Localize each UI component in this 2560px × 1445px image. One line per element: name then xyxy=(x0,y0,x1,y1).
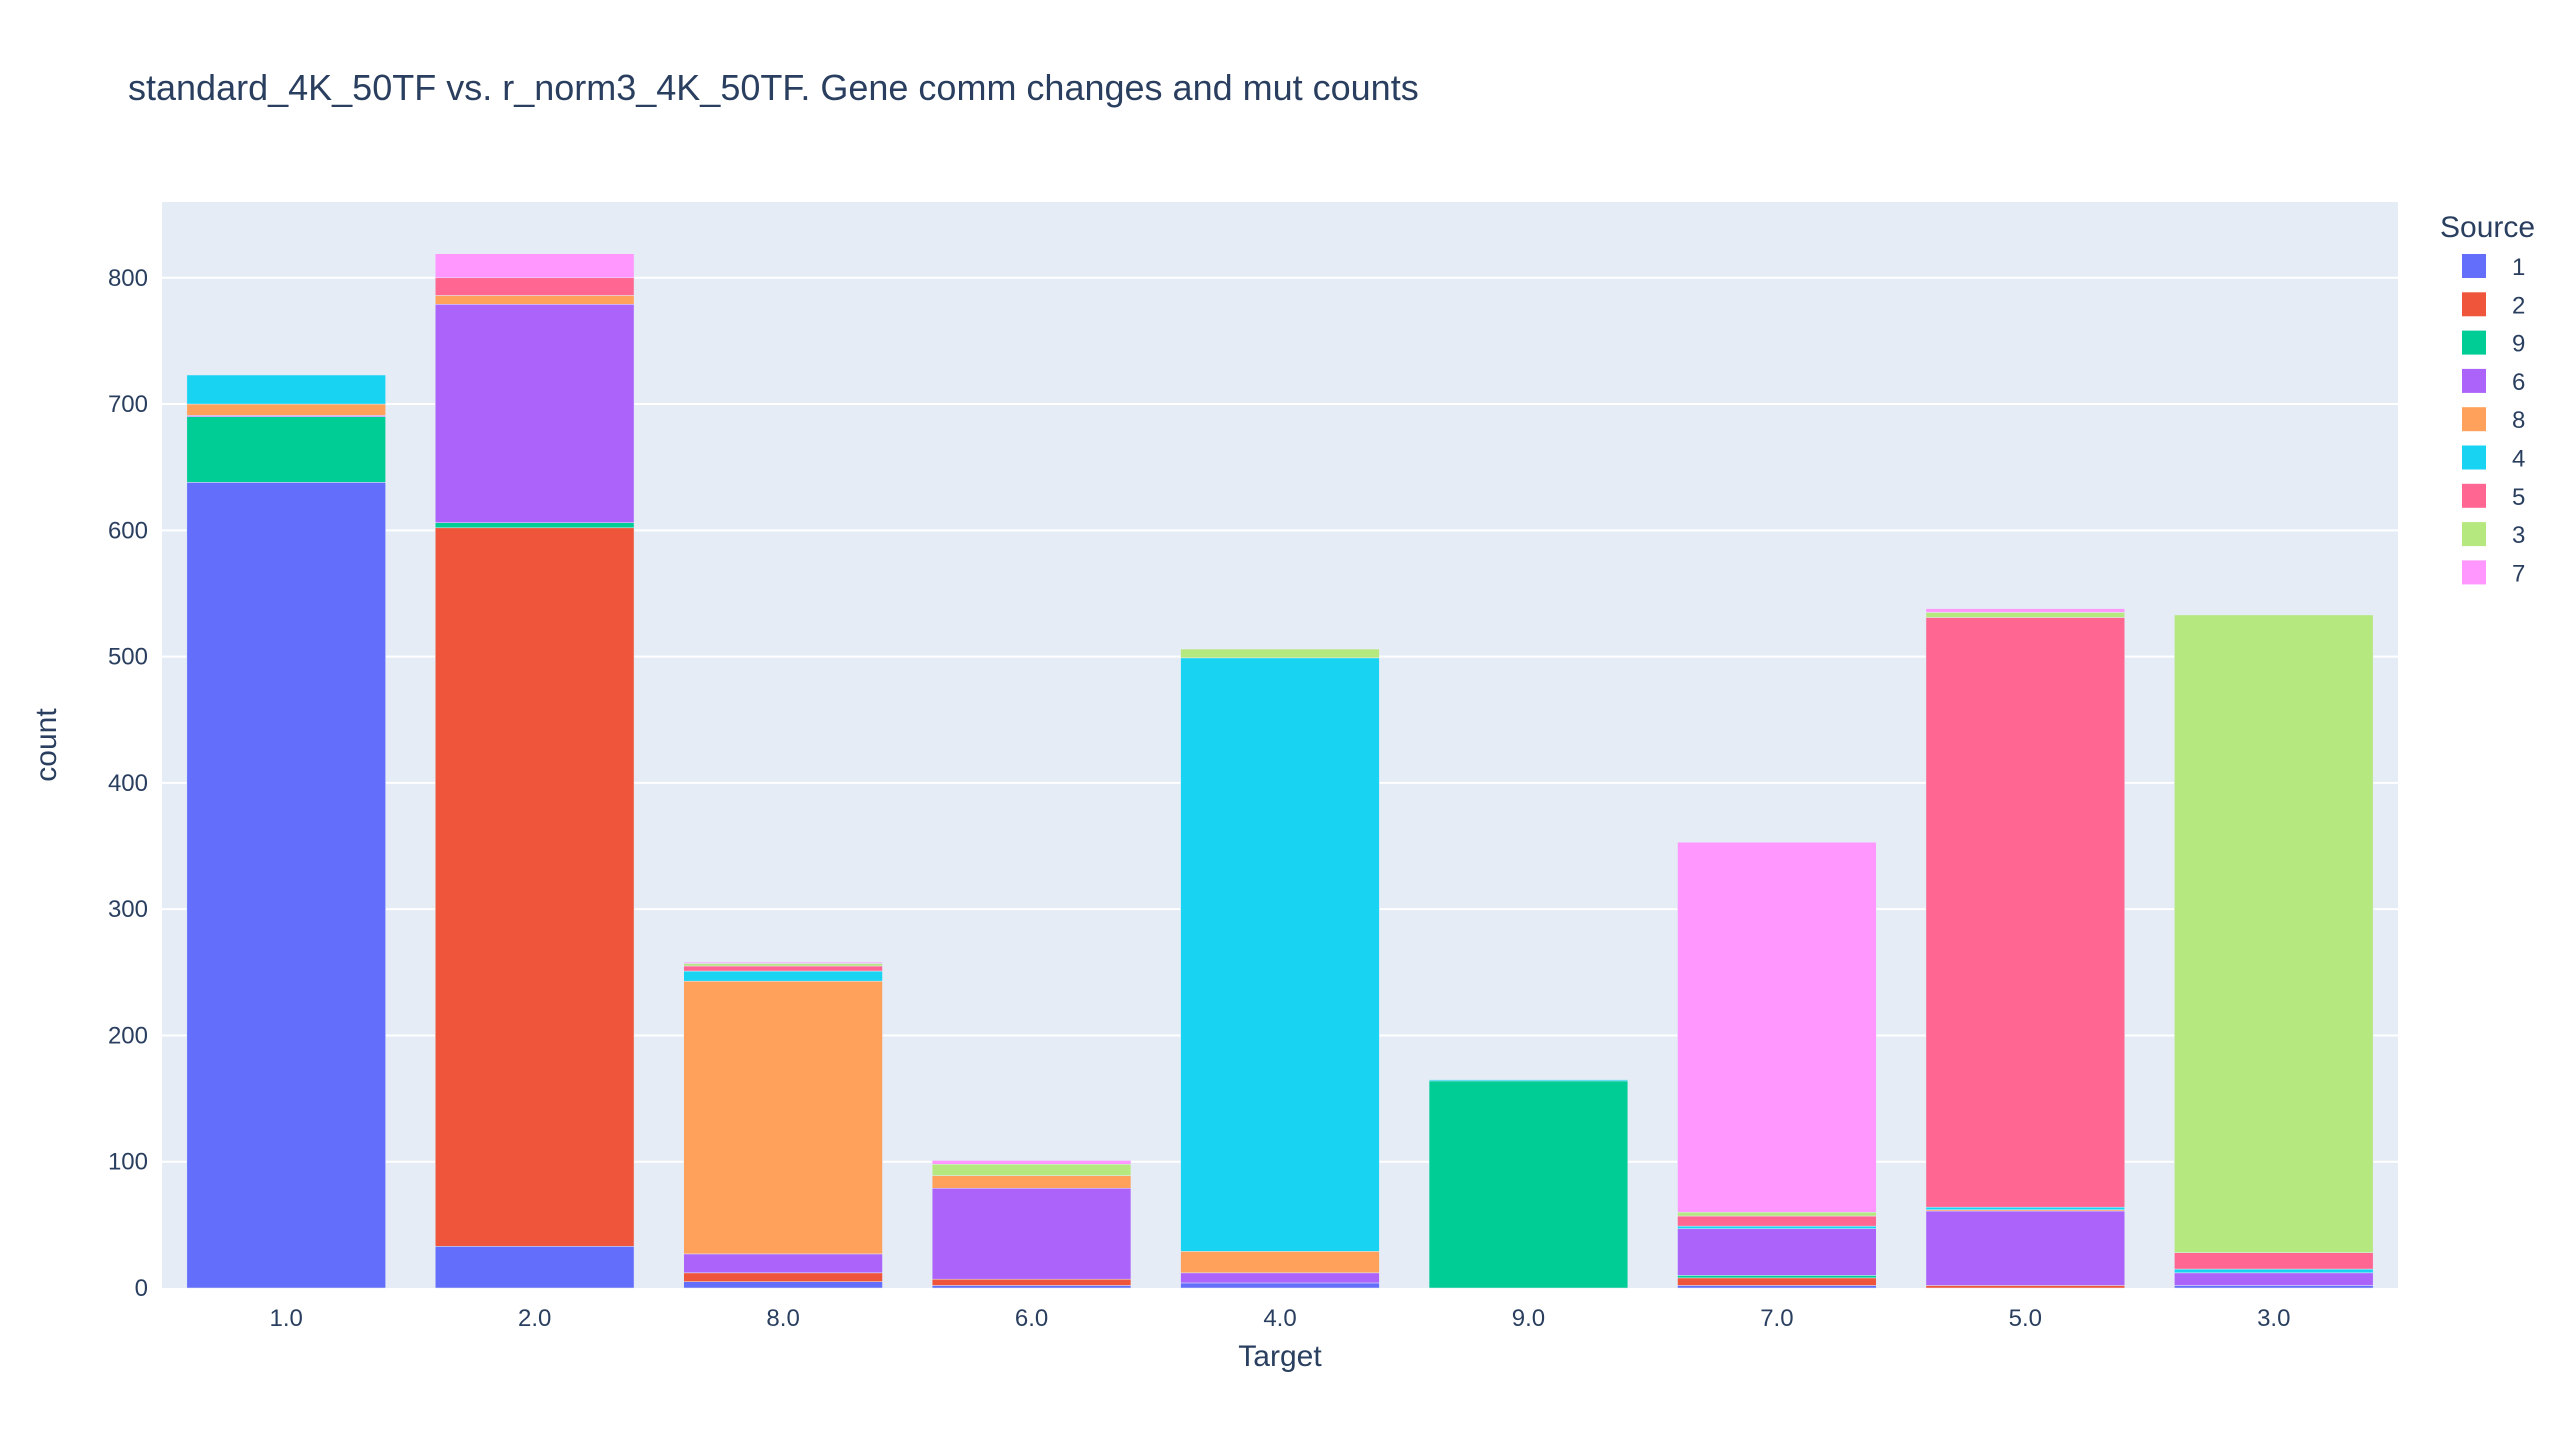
bar-segment xyxy=(683,1253,883,1274)
x-axis-title: Target xyxy=(1238,1340,1322,1373)
bar-segment xyxy=(186,374,386,405)
bar-segment xyxy=(1428,1080,1629,1289)
bar-segment xyxy=(683,963,883,967)
bar-segment xyxy=(1677,1285,1877,1289)
bar-segment xyxy=(435,253,635,279)
bar-segment xyxy=(683,961,883,964)
y-tick-label: 700 xyxy=(108,391,148,418)
bar-segment xyxy=(186,416,386,483)
bar-segment xyxy=(1180,657,1380,1252)
bar-segment xyxy=(1925,612,2125,618)
y-tick-label: 100 xyxy=(108,1149,148,1176)
bar-segment xyxy=(683,1281,883,1289)
bar-segment xyxy=(435,295,635,305)
bars xyxy=(186,253,2374,1289)
bar-segment xyxy=(1677,1277,1877,1286)
legend-label: 9 xyxy=(2512,331,2525,358)
legend-label: 6 xyxy=(2512,369,2525,396)
bar-segment xyxy=(683,970,883,982)
y-tick-label: 300 xyxy=(108,896,148,923)
bar-segment xyxy=(2174,1272,2374,1286)
bar-segment xyxy=(1677,1211,1877,1217)
x-tick-label: 7.0 xyxy=(1760,1305,1793,1332)
bar-segment xyxy=(435,522,635,529)
bar-segment xyxy=(1677,1275,1877,1279)
chart-title: standard_4K_50TF vs. r_norm3_4K_50TF. Ge… xyxy=(128,67,1419,108)
y-tick-label: 200 xyxy=(108,1022,148,1049)
bar-segment xyxy=(2174,1268,2374,1274)
bar-segment xyxy=(435,304,635,523)
bar-segment xyxy=(1428,1079,1629,1082)
bar-segment xyxy=(1677,1225,1877,1229)
bar-segment xyxy=(435,527,635,1247)
legend-label: 1 xyxy=(2512,254,2525,281)
y-tick-label: 500 xyxy=(108,644,148,671)
bar-segment xyxy=(1180,1251,1380,1274)
legend-label: 5 xyxy=(2512,484,2525,511)
x-axis-ticks: 1.0 2.0 8.0 6.0 4.0 9.0 7.0 5.0 3.0 xyxy=(270,1305,2291,1332)
bar-segment xyxy=(1180,1272,1380,1284)
bar-segment xyxy=(1677,1215,1877,1227)
legend-swatch xyxy=(2462,407,2486,432)
legend-swatch xyxy=(2462,445,2486,470)
legend-title: Source xyxy=(2440,211,2535,244)
y-tick-label: 600 xyxy=(108,517,148,544)
bar-segment xyxy=(931,1160,1132,1165)
x-tick-label: 1.0 xyxy=(270,1305,303,1332)
legend-label: 2 xyxy=(2512,292,2525,319)
legend-swatch xyxy=(2462,560,2486,585)
x-tick-label: 2.0 xyxy=(518,1305,551,1332)
legend-label: 8 xyxy=(2512,407,2525,434)
bar-segment xyxy=(931,1187,1132,1280)
bar-segment xyxy=(186,482,386,1289)
x-tick-label: 3.0 xyxy=(2257,1305,2290,1332)
x-tick-label: 8.0 xyxy=(766,1305,799,1332)
bar-segment xyxy=(1925,608,2125,613)
legend-label: 4 xyxy=(2512,446,2525,473)
bar-segment xyxy=(1180,1282,1380,1289)
bar-segment xyxy=(1677,1228,1877,1276)
bar-segment xyxy=(931,1285,1132,1289)
y-tick-label: 800 xyxy=(108,265,148,292)
x-tick-label: 5.0 xyxy=(2009,1305,2042,1332)
bar-segment xyxy=(931,1278,1132,1286)
y-axis-ticks: 0 100 200 300 400 500 600 700 800 xyxy=(108,265,148,1302)
legend-label: 3 xyxy=(2512,522,2525,549)
bar-segment xyxy=(2174,1285,2374,1289)
x-tick-label: 6.0 xyxy=(1015,1305,1048,1332)
bar-segment xyxy=(1925,1206,2125,1210)
bar-segment xyxy=(435,1246,635,1289)
bar-segment xyxy=(435,277,635,296)
legend-swatch xyxy=(2462,292,2486,317)
bar-segment xyxy=(931,1163,1132,1176)
legend-swatch xyxy=(2462,483,2486,508)
bar-segment xyxy=(683,980,883,1255)
bar-segment xyxy=(683,965,883,972)
bar-segment xyxy=(1180,648,1380,659)
bar-segment xyxy=(186,403,386,416)
bar-segment xyxy=(683,1272,883,1282)
legend-swatch xyxy=(2462,254,2486,278)
bar-segment xyxy=(1925,617,2125,1208)
legend-swatch xyxy=(2462,522,2486,547)
x-tick-label: 9.0 xyxy=(1512,1305,1545,1332)
bar-segment xyxy=(2174,1252,2374,1270)
x-tick-label: 4.0 xyxy=(1263,1305,1296,1332)
legend-swatch xyxy=(2462,330,2486,355)
legend-swatch xyxy=(2462,368,2486,393)
bar-segment xyxy=(931,1175,1132,1189)
bar-segment xyxy=(1925,1285,2125,1289)
legend-label: 7 xyxy=(2512,560,2525,587)
y-tick-label: 0 xyxy=(135,1275,148,1302)
bar-segment xyxy=(1677,841,1877,1213)
y-tick-label: 400 xyxy=(108,770,148,797)
bar-segment xyxy=(2174,614,2374,1253)
bar-segment xyxy=(1925,1210,2125,1286)
y-axis-title: count xyxy=(30,708,63,782)
